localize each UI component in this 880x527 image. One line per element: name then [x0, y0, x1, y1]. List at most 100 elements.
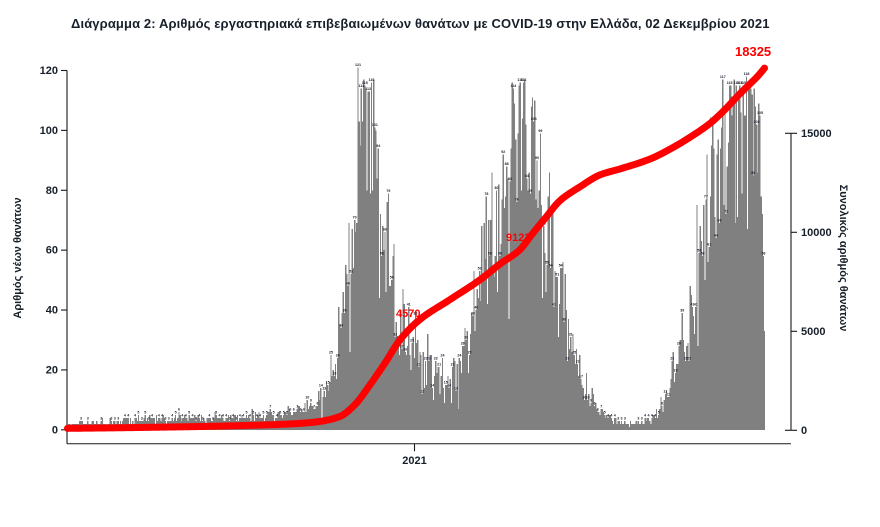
svg-text:4: 4 — [185, 413, 187, 417]
svg-text:8: 8 — [661, 401, 663, 405]
svg-text:22: 22 — [576, 359, 580, 363]
svg-text:11: 11 — [667, 392, 671, 396]
svg-text:4: 4 — [648, 413, 650, 417]
svg-text:12: 12 — [420, 389, 424, 393]
svg-text:3: 3 — [168, 416, 170, 420]
svg-text:28: 28 — [677, 342, 681, 346]
svg-text:58: 58 — [498, 252, 502, 256]
svg-text:88: 88 — [505, 162, 509, 166]
svg-text:102: 102 — [754, 120, 760, 124]
svg-text:4: 4 — [259, 413, 261, 417]
svg-text:23: 23 — [670, 356, 674, 360]
svg-text:13: 13 — [322, 386, 326, 390]
svg-text:3: 3 — [229, 416, 231, 420]
svg-text:25: 25 — [329, 350, 333, 354]
svg-text:118: 118 — [744, 72, 750, 76]
svg-text:40: 40 — [474, 306, 478, 310]
svg-text:103: 103 — [531, 117, 537, 121]
svg-text:58: 58 — [701, 252, 705, 256]
svg-text:4: 4 — [158, 413, 160, 417]
svg-text:5: 5 — [175, 410, 177, 414]
svg-text:4: 4 — [161, 413, 163, 417]
svg-text:92: 92 — [501, 150, 505, 154]
svg-text:6: 6 — [293, 407, 295, 411]
svg-text:36: 36 — [562, 318, 566, 322]
svg-text:7: 7 — [313, 404, 315, 408]
svg-text:4: 4 — [249, 413, 251, 417]
svg-text:19: 19 — [674, 368, 678, 372]
svg-text:114: 114 — [510, 84, 516, 88]
svg-text:18: 18 — [332, 371, 336, 375]
svg-text:5: 5 — [188, 410, 190, 414]
svg-text:80: 80 — [46, 185, 58, 197]
svg-text:25: 25 — [572, 350, 576, 354]
svg-text:64: 64 — [714, 234, 718, 238]
svg-text:4: 4 — [242, 413, 244, 417]
svg-text:76: 76 — [515, 198, 519, 202]
svg-text:3: 3 — [641, 416, 643, 420]
svg-text:66: 66 — [383, 228, 387, 232]
svg-text:7: 7 — [296, 404, 298, 408]
svg-text:41: 41 — [694, 303, 698, 307]
svg-text:5: 5 — [246, 410, 248, 414]
svg-text:4: 4 — [219, 413, 221, 417]
svg-text:3: 3 — [80, 416, 82, 420]
svg-text:10: 10 — [586, 395, 590, 399]
svg-text:3: 3 — [617, 416, 619, 420]
svg-text:52: 52 — [349, 270, 353, 274]
svg-text:31: 31 — [569, 333, 573, 337]
svg-text:53: 53 — [478, 267, 482, 271]
svg-text:9123: 9123 — [506, 232, 530, 244]
svg-text:8: 8 — [317, 401, 319, 405]
svg-text:4: 4 — [151, 413, 153, 417]
svg-text:4: 4 — [181, 413, 183, 417]
svg-text:101: 101 — [372, 123, 378, 127]
svg-text:4: 4 — [222, 413, 224, 417]
svg-text:6: 6 — [597, 407, 599, 411]
svg-text:3: 3 — [624, 416, 626, 420]
svg-text:29: 29 — [410, 339, 414, 343]
svg-text:4: 4 — [644, 413, 646, 417]
svg-text:14: 14 — [430, 383, 434, 387]
svg-text:3: 3 — [100, 416, 102, 420]
svg-text:13: 13 — [454, 386, 458, 390]
svg-text:4: 4 — [239, 413, 241, 417]
svg-text:48: 48 — [346, 282, 350, 286]
svg-text:4: 4 — [610, 413, 612, 417]
svg-text:5: 5 — [266, 410, 268, 414]
svg-text:5000: 5000 — [801, 326, 825, 338]
svg-text:6: 6 — [303, 407, 305, 411]
svg-text:39: 39 — [680, 309, 684, 313]
svg-text:84: 84 — [525, 174, 529, 178]
svg-text:41: 41 — [407, 303, 411, 307]
svg-text:5: 5 — [262, 410, 264, 414]
svg-text:69: 69 — [718, 219, 722, 223]
svg-text:24: 24 — [336, 353, 340, 357]
svg-text:54: 54 — [549, 264, 553, 268]
svg-text:23: 23 — [687, 356, 691, 360]
svg-text:18325: 18325 — [735, 44, 771, 59]
svg-text:5: 5 — [604, 410, 606, 414]
svg-text:90: 90 — [535, 156, 539, 160]
svg-text:4: 4 — [614, 413, 616, 417]
svg-text:4: 4 — [134, 413, 136, 417]
svg-text:121: 121 — [355, 63, 361, 67]
svg-text:5: 5 — [283, 410, 285, 414]
svg-text:116: 116 — [369, 78, 375, 82]
svg-text:38: 38 — [471, 312, 475, 316]
svg-text:4: 4 — [232, 413, 234, 417]
svg-text:6: 6 — [300, 407, 302, 411]
svg-text:30: 30 — [464, 336, 468, 340]
svg-text:3: 3 — [212, 416, 214, 420]
svg-text:51: 51 — [555, 273, 559, 277]
svg-text:14: 14 — [447, 383, 451, 387]
svg-text:10000: 10000 — [801, 227, 832, 239]
svg-text:4: 4 — [607, 413, 609, 417]
svg-text:17: 17 — [579, 374, 583, 378]
svg-text:7: 7 — [269, 404, 271, 408]
svg-text:21: 21 — [437, 362, 441, 366]
svg-text:5: 5 — [658, 410, 660, 414]
svg-text:25: 25 — [468, 350, 472, 354]
svg-text:79: 79 — [528, 189, 532, 193]
svg-text:5: 5 — [252, 410, 254, 414]
